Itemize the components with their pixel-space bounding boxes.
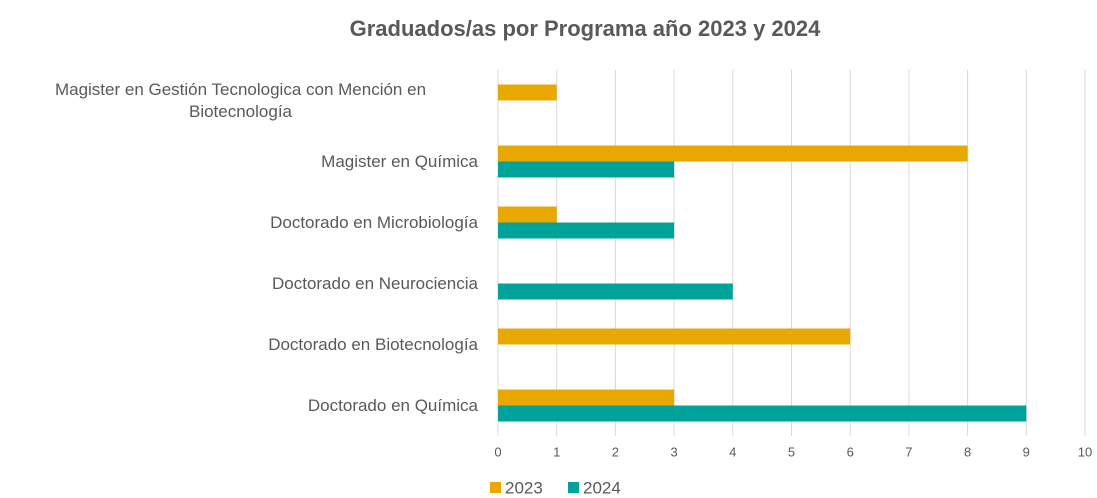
y-tick-label: Doctorado en Química xyxy=(307,395,478,415)
legend-swatch xyxy=(568,482,579,493)
x-tick-label: 6 xyxy=(847,444,854,459)
legend-swatch xyxy=(490,482,501,493)
x-tick-label: 4 xyxy=(729,444,736,459)
bar xyxy=(498,206,557,223)
y-tick-label: Magister en Química xyxy=(321,151,478,171)
y-tick-label: Doctorado en Neurociencia xyxy=(271,273,478,293)
x-tick-label: 1 xyxy=(553,444,560,459)
y-tick-label: Magister en Gestión Tecnologica con Menc… xyxy=(54,79,427,121)
bar xyxy=(498,283,733,300)
category-label-box: Doctorado en Biotecnología xyxy=(0,334,478,356)
x-tick-label: 2 xyxy=(612,444,619,459)
category-label-box: Magister en Gestión Tecnologica con Menc… xyxy=(0,79,478,123)
x-tick-label: 5 xyxy=(788,444,795,459)
bar xyxy=(498,389,675,406)
bar xyxy=(498,84,557,101)
category-label-box: Doctorado en Microbiología xyxy=(0,212,478,234)
legend-label: 2023 xyxy=(505,478,543,497)
x-tick-label: 8 xyxy=(964,444,971,459)
bar xyxy=(498,222,675,239)
x-tick-label: 7 xyxy=(905,444,912,459)
x-tick-label: 9 xyxy=(1023,444,1030,459)
bar xyxy=(498,405,1027,422)
bar xyxy=(498,145,968,162)
legend-label: 2024 xyxy=(583,478,621,497)
x-tick-label: 0 xyxy=(494,444,501,459)
bar xyxy=(498,328,851,345)
category-label-box: Doctorado en Química xyxy=(0,395,478,417)
x-tick-label: 3 xyxy=(670,444,677,459)
y-tick-label: Doctorado en Biotecnología xyxy=(268,334,478,354)
y-tick-label: Doctorado en Microbiología xyxy=(270,212,478,232)
category-label-box: Magister en Química xyxy=(0,151,478,173)
bar xyxy=(498,161,675,178)
category-label-box: Doctorado en Neurociencia xyxy=(0,273,478,295)
chart-title: Graduados/as por Programa año 2023 y 202… xyxy=(350,16,822,41)
x-tick-label: 10 xyxy=(1078,444,1092,459)
